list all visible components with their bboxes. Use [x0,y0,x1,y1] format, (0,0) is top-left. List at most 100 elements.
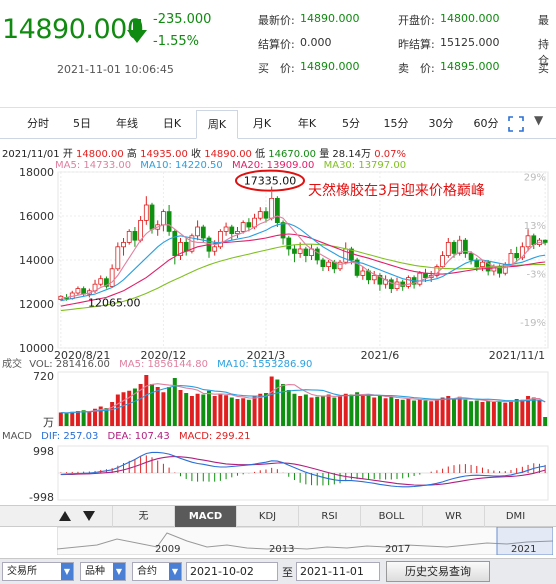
candle-body [468,252,474,261]
indicator-tab-boll[interactable]: BOLL [360,506,422,527]
volume-bar [298,396,303,426]
volume-bar [503,402,508,426]
candle-body [377,274,383,285]
tab-60min[interactable]: 60分 [473,117,499,130]
info-close: 14890.00 [204,149,252,160]
tab-intraday[interactable]: 分时 [27,117,49,130]
candle-body [115,246,121,270]
candle-body [525,235,531,248]
candle-body [217,230,223,248]
date-to-input[interactable]: 2021-11-01 [296,562,380,581]
candle-body [240,222,246,232]
indicator-tab-rsi[interactable]: RSI [298,506,360,527]
volume-bar [104,408,109,426]
volume-bar [469,401,474,426]
candle-body [166,211,172,232]
time-navigator[interactable]: 2009 2013 2017 2021 [57,527,553,555]
variety-select[interactable]: 品种 ▼ [80,562,126,581]
volume-bar [286,390,291,426]
navigator-window[interactable] [496,527,553,555]
volume-bar [417,399,422,426]
volume-bar [252,396,257,426]
contract-select[interactable]: 合约 ▼ [132,562,182,581]
candle-body [75,288,81,294]
quote-value: 15125.000 [440,36,500,49]
volume-bar [338,396,343,426]
candle-body [286,237,292,250]
exchange-select[interactable]: 交易所 ▼ [2,562,74,581]
percent-axis-label: -19% [520,318,546,329]
candle-body [457,239,463,254]
volume-bar [349,394,354,426]
candle-body [143,204,149,221]
peak-highlight-ellipse [235,169,305,192]
macd-dif-line [60,451,546,488]
volume-bar [138,384,143,426]
candle-body [354,259,360,276]
candle-body [98,278,104,285]
navigator-history-line [57,532,553,550]
indicator-tab-none[interactable]: 无 [112,506,174,527]
candle-body [183,241,189,252]
exchange-select-label: 交易所 [7,566,37,577]
more-icon[interactable]: ▼ [534,113,544,127]
tab-yearly-k[interactable]: 年K [297,117,317,130]
candle-body [314,248,320,261]
date-axis-label: 2021/11/1 [489,349,545,362]
history-query-button[interactable]: 历史交易查询 [386,561,490,582]
candle-body [138,219,144,241]
price-axis-label: 16000 [19,210,54,223]
date-axis-label: 2020/12 [141,349,187,362]
fullscreen-icon[interactable] [508,116,524,132]
tab-monthly-k[interactable]: 月K [252,117,272,130]
candle-body [161,211,166,226]
indicator-tab-dmi[interactable]: DMI [484,506,546,527]
tab-5day[interactable]: 5日 [73,117,91,130]
indicator-tab-kdj[interactable]: KDJ [236,506,298,527]
volume-legend: 成交 VOL: 281416.00 MA5: 1856144.80 MA10: … [2,355,312,370]
volume-bar [400,399,405,426]
indicator-tab-wr[interactable]: WR [422,506,484,527]
candle-body [508,252,514,265]
indicator-tab-macd[interactable]: MACD [174,506,236,527]
volume-bar [389,396,394,426]
tab-5min[interactable]: 5分 [342,117,360,130]
price-axis-label: 12000 [19,298,54,311]
candle-body [172,230,178,256]
volume-bar [320,396,325,426]
navigator-year: 2017 [385,544,410,555]
volume-bar [434,399,439,426]
tab-30min[interactable]: 30分 [428,117,454,130]
tab-daily-k[interactable]: 日K [162,117,182,130]
candle-body [212,246,218,252]
volume-ma5: MA5: 1856144.80 [119,359,208,370]
candle-body [360,270,366,276]
ma5-legend: MA5: 14733.00 [55,160,132,171]
scroll-left-icon[interactable] [58,510,72,522]
date-from-input[interactable]: 2021-10-02 [186,562,278,581]
volume-bar [531,397,536,426]
volume-bar [64,413,69,426]
candle-body [440,255,445,268]
volume-bar [167,387,172,426]
candle-body [132,230,138,241]
scroll-right-icon[interactable] [82,510,96,522]
candle-body [235,230,240,234]
macd-axis-label: 998 [33,445,54,458]
tab-weekly-k[interactable]: 周K [196,110,238,139]
info-low: 14670.00 [268,149,317,160]
volume-bar [178,390,183,426]
tab-year-line[interactable]: 年线 [116,117,138,130]
volume-bar [281,384,286,426]
candle-body [303,248,309,256]
tab-15min[interactable]: 15分 [383,117,409,130]
candle-body [178,241,183,256]
quote-label: 结算价: [258,38,295,51]
quote-value: 14890.000 [300,12,360,25]
volume-bar [263,393,268,426]
quote-label: 买 价: [258,62,295,75]
info-open-label: 开 [62,149,73,160]
quote-timestamp: 2021-11-01 10:06:45 [57,63,174,76]
volume-bar [98,406,103,426]
candle-body [445,241,451,256]
